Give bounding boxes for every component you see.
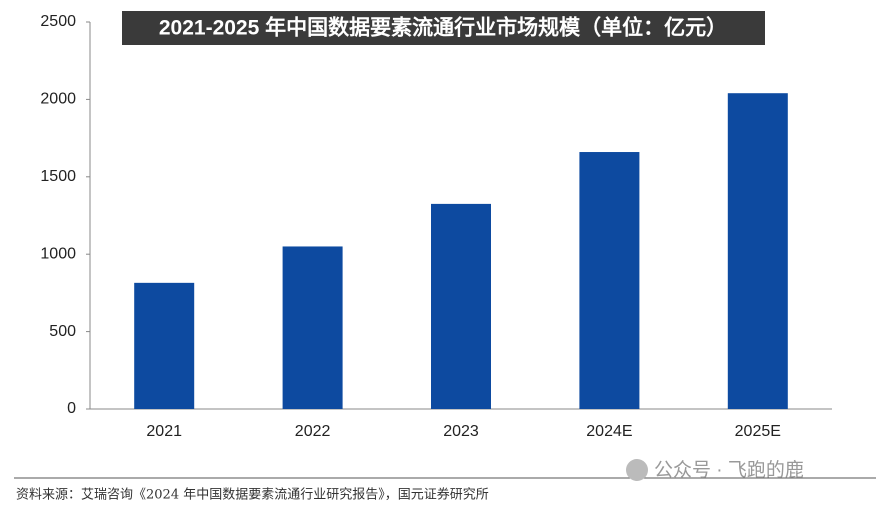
bar (431, 203, 491, 409)
bar (579, 152, 640, 410)
watermark: 公众号 · 飞跑的鹿 (654, 459, 804, 481)
source-note: 资料来源：艾瑞咨询《2024 年中国数据要素流通行业研究报告》，国元证券研究所 (16, 487, 489, 503)
y-tick-label: 2500 (40, 13, 76, 30)
watermark-icon (626, 459, 648, 481)
y-tick-label: 0 (67, 400, 76, 417)
bar (282, 246, 343, 409)
y-tick-label: 2000 (40, 91, 76, 108)
title-box (122, 11, 765, 45)
bar (134, 282, 195, 409)
y-tick-label: 500 (49, 323, 76, 340)
y-tick-label: 1500 (40, 168, 76, 185)
x-tick-label: 2022 (295, 423, 331, 440)
x-tick-label: 2024E (586, 423, 632, 440)
chart-title: 2021-2025 年中国数据要素流通行业市场规模（单位：亿元） (159, 16, 727, 40)
x-tick-label: 2023 (443, 423, 479, 440)
x-tick-label: 2025E (735, 423, 781, 440)
y-tick-label: 1000 (40, 245, 76, 262)
bar (727, 93, 788, 409)
x-tick-label: 2021 (146, 423, 182, 440)
